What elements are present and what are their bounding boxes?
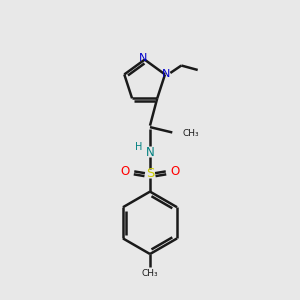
- Text: S: S: [146, 167, 154, 180]
- Text: O: O: [121, 165, 130, 178]
- Text: CH₃: CH₃: [183, 130, 199, 139]
- Text: N: N: [146, 146, 154, 159]
- Text: CH₃: CH₃: [142, 269, 158, 278]
- Text: H: H: [135, 142, 142, 152]
- Text: O: O: [170, 165, 179, 178]
- Text: N: N: [139, 53, 147, 63]
- Text: N: N: [162, 69, 171, 80]
